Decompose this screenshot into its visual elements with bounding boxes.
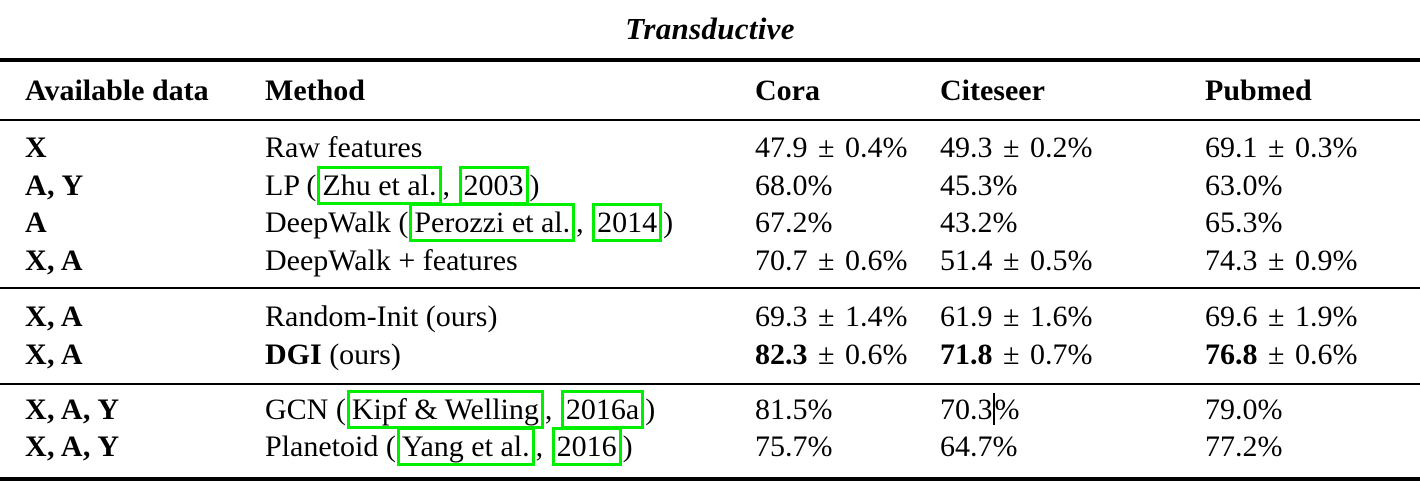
- available-data-cell: X, A, Y: [25, 392, 120, 426]
- available-data-cell: X: [25, 131, 47, 164]
- cora-cell: 81.5%: [755, 392, 833, 426]
- cora-cell: 82.3 ± 0.6%: [755, 336, 940, 374]
- row-deepwalk-features: X, A DeepWalk + features 70.7 ± 0.6% 51.…: [0, 242, 1420, 280]
- citeseer-cell: 61.9 ± 1.6%: [940, 300, 1093, 334]
- pubmed-cell: 74.3 ± 0.9%: [1205, 243, 1358, 277]
- method-label: LP (: [265, 168, 317, 202]
- available-data-cell: X, A, Y: [25, 430, 120, 464]
- method-label: ,: [576, 206, 592, 240]
- method-label: ): [645, 392, 656, 426]
- available-data-cell: X, A: [25, 243, 83, 277]
- row-lp: A, Y LP (Zhu et al., 2003) 68.0% 45.3% 6…: [0, 165, 1420, 205]
- method-cell: Raw features: [265, 129, 755, 167]
- header-rule: [0, 119, 1420, 121]
- pubmed-cell: 69.6 ± 1.9%: [1205, 300, 1358, 334]
- method-label: (ours): [321, 337, 401, 371]
- score-bold: 71.8: [940, 337, 993, 371]
- method-cell: Planetoid (Yang et al., 2016): [265, 427, 755, 467]
- method-label: ): [663, 206, 674, 240]
- section-rule: [0, 382, 1420, 385]
- pubmed-cell: 76.8 ± 0.6%: [1205, 336, 1420, 374]
- citation-year-link[interactable]: 2003: [458, 165, 529, 205]
- method-label: DGI: [265, 337, 322, 371]
- section-supervised: X, A, Y GCN (Kipf & Welling, 2016a) 81.5…: [0, 385, 1420, 477]
- method-label: Raw features: [265, 131, 423, 164]
- section-ours: X, A Random-Init (ours) 69.3 ± 1.4% 61.9…: [0, 289, 1420, 382]
- row-planetoid: X, A, Y Planetoid (Yang et al., 2016) 75…: [0, 427, 1420, 467]
- method-cell: DGI (ours): [265, 336, 755, 374]
- citeseer-cell: 70.3%: [940, 391, 1205, 429]
- citeseer-cell: 43.2%: [940, 206, 1018, 240]
- citation-link[interactable]: Zhu et al.: [317, 165, 442, 205]
- method-cell: LP (Zhu et al., 2003): [265, 165, 755, 205]
- method-label: Planetoid (: [265, 430, 396, 464]
- section-rule: [0, 287, 1420, 290]
- top-rule: [0, 58, 1420, 62]
- method-cell: DeepWalk + features: [265, 242, 755, 280]
- score-rest: ± 0.6%: [807, 337, 908, 371]
- available-data-cell: X, A: [25, 300, 83, 334]
- row-dgi: X, A DGI (ours) 82.3 ± 0.6% 71.8 ± 0.7% …: [0, 336, 1420, 374]
- method-label: DeepWalk + features: [265, 243, 518, 277]
- method-cell: Random-Init (ours): [265, 298, 755, 336]
- row-gcn: X, A, Y GCN (Kipf & Welling, 2016a) 81.5…: [0, 389, 1420, 429]
- pubmed-cell: 79.0%: [1205, 392, 1283, 426]
- row-raw-features: X Raw features 47.9 ± 0.4% 49.3 ± 0.2% 6…: [0, 129, 1420, 167]
- cora-cell: 47.9 ± 0.4%: [755, 131, 908, 164]
- citeseer-cell: 64.7%: [940, 430, 1018, 464]
- bottom-rule: [0, 476, 1420, 481]
- header-pubmed: Pubmed: [1205, 73, 1312, 107]
- citation-link[interactable]: Perozzi et al.: [409, 203, 576, 243]
- pubmed-cell: 77.2%: [1205, 430, 1283, 464]
- pubmed-cell: 63.0%: [1205, 168, 1283, 202]
- score-bold: 82.3: [755, 337, 808, 371]
- header-cora: Cora: [755, 73, 820, 107]
- method-cell: GCN (Kipf & Welling, 2016a): [265, 389, 755, 429]
- pubmed-cell: 69.1 ± 0.3%: [1205, 131, 1358, 164]
- pubmed-cell: 65.3%: [1205, 206, 1283, 240]
- citation-link[interactable]: Yang et al.: [396, 427, 535, 467]
- section-baselines: X Raw features 47.9 ± 0.4% 49.3 ± 0.2% 6…: [0, 121, 1420, 287]
- score-bold: 76.8: [1205, 337, 1258, 371]
- table-title: Transductive: [625, 11, 795, 46]
- header-citeseer: Citeseer: [940, 73, 1045, 107]
- citation-year-link[interactable]: 2014: [592, 203, 663, 243]
- method-label: Random-Init (ours): [265, 300, 498, 334]
- header-available-data: Available data: [25, 73, 209, 107]
- citeseer-cell: 45.3%: [940, 168, 1018, 202]
- available-data-cell: A: [25, 206, 47, 240]
- score-text: 70.3: [940, 392, 993, 426]
- method-label: ,: [535, 430, 551, 464]
- row-deepwalk: A DeepWalk (Perozzi et al., 2014) 67.2% …: [0, 203, 1420, 243]
- citeseer-cell: 51.4 ± 0.5%: [940, 243, 1093, 277]
- cora-cell: 68.0%: [755, 168, 833, 202]
- cora-cell: 75.7%: [755, 430, 833, 464]
- method-label: ,: [442, 168, 458, 202]
- available-data-cell: A, Y: [25, 168, 84, 202]
- method-label: GCN (: [265, 392, 346, 426]
- header-method: Method: [265, 73, 365, 107]
- citeseer-cell: 71.8 ± 0.7%: [940, 336, 1205, 374]
- table-header-row: Available data Method Cora Citeseer Pubm…: [0, 62, 1420, 119]
- score-text: %: [994, 392, 1020, 426]
- score-rest: ± 0.7%: [992, 337, 1093, 371]
- score-rest: ± 0.6%: [1257, 337, 1358, 371]
- cora-cell: 67.2%: [755, 206, 833, 240]
- method-label: ): [529, 168, 540, 202]
- cora-cell: 70.7 ± 0.6%: [755, 243, 908, 277]
- citation-year-link[interactable]: 2016: [551, 427, 622, 467]
- cora-cell: 69.3 ± 1.4%: [755, 300, 908, 334]
- method-label: ): [622, 430, 633, 464]
- citeseer-cell: 49.3 ± 0.2%: [940, 131, 1093, 164]
- citation-link[interactable]: Kipf & Welling: [346, 389, 544, 429]
- method-cell: DeepWalk (Perozzi et al., 2014): [265, 203, 755, 243]
- available-data-cell: X, A: [25, 337, 83, 371]
- row-random-init: X, A Random-Init (ours) 69.3 ± 1.4% 61.9…: [0, 298, 1420, 336]
- text-cursor: [992, 392, 995, 425]
- citation-year-link[interactable]: 2016a: [560, 389, 645, 429]
- method-label: ,: [544, 392, 560, 426]
- method-label: DeepWalk (: [265, 206, 409, 240]
